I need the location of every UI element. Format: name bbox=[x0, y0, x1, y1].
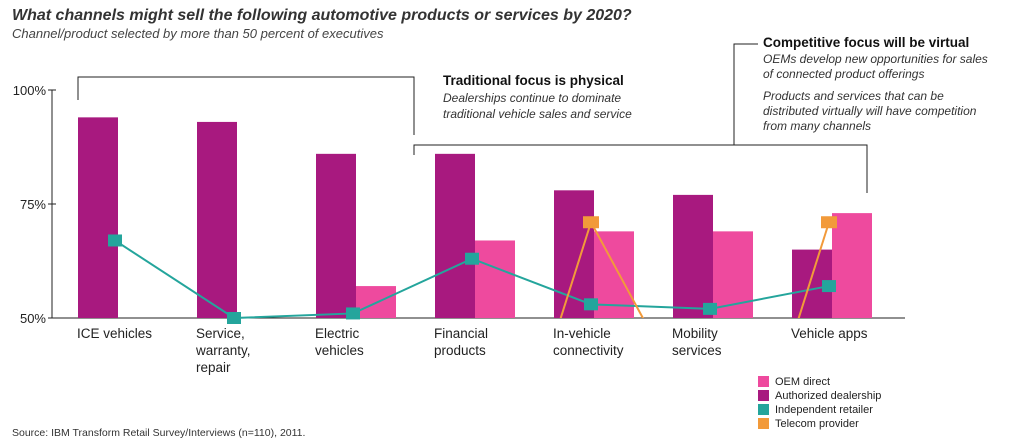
bar-oem-direct bbox=[594, 231, 634, 318]
annotation-virtual-line: of connected product offerings bbox=[763, 67, 924, 81]
category-label: connectivity bbox=[553, 343, 624, 358]
annotation-physical-line: traditional vehicle sales and service bbox=[443, 107, 632, 121]
bar-authorized-dealership bbox=[435, 153, 475, 318]
bar-authorized-dealership bbox=[78, 117, 118, 318]
bar-authorized-dealership bbox=[197, 121, 237, 318]
category-label: services bbox=[672, 343, 722, 358]
category-label: products bbox=[434, 343, 486, 358]
category-label: ICE vehicles bbox=[77, 326, 152, 341]
bracket-virtual-right bbox=[734, 144, 868, 193]
y-tick-label: 100% bbox=[13, 83, 47, 98]
category-label: Vehicle apps bbox=[791, 326, 868, 341]
bar-authorized-dealership bbox=[673, 194, 713, 318]
marker-telecom-provider bbox=[583, 216, 599, 229]
legend-swatch-oem-direct bbox=[758, 376, 769, 387]
marker-independent-retailer bbox=[584, 298, 598, 311]
category-label: Electric bbox=[315, 326, 360, 341]
annotation-physical-line: Dealerships continue to dominate bbox=[443, 91, 621, 105]
annotation-virtual-heading: Competitive focus will be virtual bbox=[763, 35, 969, 50]
bar-authorized-dealership bbox=[554, 190, 594, 318]
y-tick-label: 50% bbox=[20, 311, 46, 326]
marker-independent-retailer bbox=[108, 234, 122, 247]
legend-swatch-telecom-provider bbox=[758, 418, 769, 429]
series-lines bbox=[108, 216, 837, 324]
telecom-segment bbox=[559, 221, 592, 318]
legend-swatch-authorized-dealership bbox=[758, 390, 769, 401]
category-labels: ICE vehicles Service, warranty, repair Elect… bbox=[77, 326, 868, 375]
annotation-virtual-line: Products and services that can be bbox=[763, 89, 944, 103]
legend-label: Telecom provider bbox=[775, 418, 859, 430]
telecom-segment bbox=[797, 221, 830, 318]
category-label: vehicles bbox=[315, 343, 364, 358]
category-label: Financial bbox=[434, 326, 488, 341]
bar-oem-direct bbox=[832, 213, 872, 318]
annotation-physical: Traditional focus is physical Dealership… bbox=[77, 73, 632, 135]
bar-oem-direct bbox=[475, 240, 515, 318]
y-tick-label: 75% bbox=[20, 197, 46, 212]
marker-independent-retailer bbox=[703, 302, 717, 315]
annotation-virtual-line: from many channels bbox=[763, 119, 871, 133]
y-axis: 50% 75% 100% bbox=[13, 83, 905, 326]
category-label: Service, bbox=[196, 326, 245, 341]
category-label: In-vehicle bbox=[553, 326, 611, 341]
annotation-physical-heading: Traditional focus is physical bbox=[443, 73, 624, 88]
legend-label: Authorized dealership bbox=[775, 390, 881, 402]
legend-label: OEM direct bbox=[775, 376, 830, 388]
legend-swatch-independent-retailer bbox=[758, 404, 769, 415]
telecom-segment bbox=[590, 221, 645, 318]
marker-independent-retailer bbox=[227, 312, 241, 324]
annotation-virtual: Competitive focus will be virtual OEMs d… bbox=[413, 35, 988, 193]
source-note: Source: IBM Transform Retail Survey/Inte… bbox=[12, 427, 305, 439]
bracket-physical bbox=[77, 76, 415, 135]
legend: OEM direct Authorized dealership Indepen… bbox=[758, 376, 881, 430]
annotation-virtual-line: OEMs develop new opportunities for sales bbox=[763, 52, 988, 66]
chart-subtitle: Channel/product selected by more than 50… bbox=[12, 26, 384, 41]
marker-independent-retailer bbox=[346, 307, 360, 320]
bar-authorized-dealership bbox=[316, 153, 356, 318]
category-label: warranty, bbox=[195, 343, 251, 358]
marker-telecom-provider bbox=[821, 216, 837, 229]
category-label: Mobility bbox=[672, 326, 718, 341]
marker-independent-retailer bbox=[465, 252, 479, 265]
legend-label: Independent retailer bbox=[775, 404, 873, 416]
annotation-virtual-line: distributed virtually will have competit… bbox=[763, 104, 977, 118]
bars bbox=[78, 117, 872, 318]
line-telecom-provider bbox=[559, 221, 830, 318]
chart-title: What channels might sell the following a… bbox=[12, 7, 632, 24]
category-label: repair bbox=[196, 360, 231, 375]
marker-independent-retailer bbox=[822, 280, 836, 293]
